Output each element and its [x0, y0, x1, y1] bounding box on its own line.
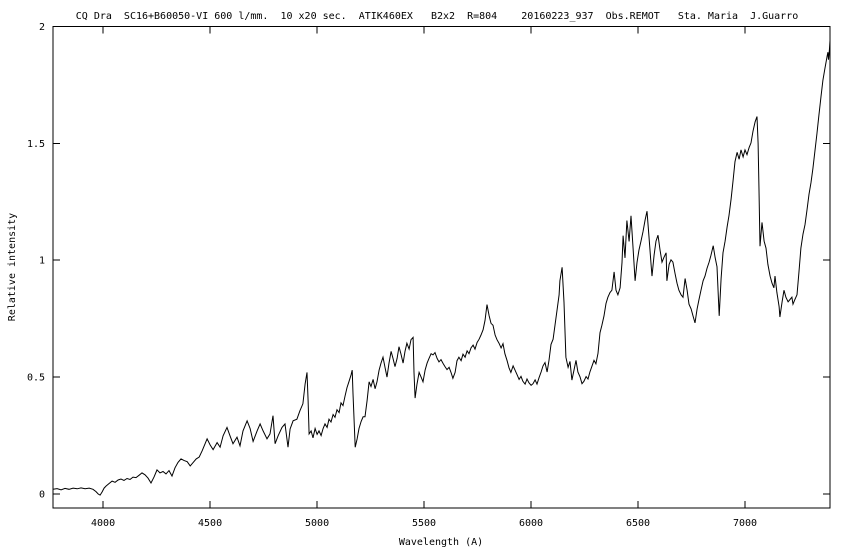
tick-group: 4000 4500 5000 5500 6000 6500 7000 0 0.5 1 1.5 2	[27, 22, 830, 529]
x-tick-label: 5500	[412, 518, 436, 529]
x-axis-label: Wavelength (A)	[399, 537, 483, 548]
x-tick-label: 7000	[733, 518, 757, 529]
x-tick-label: 4500	[198, 518, 222, 529]
chart-title: CQ Dra SC16+B60050-VI 600 l/mm. 10 x20 s…	[76, 11, 798, 22]
spectrum-curve-group	[52, 40, 831, 496]
y-tick-label: 1	[39, 256, 45, 267]
y-axis-label: Relative intensity	[7, 213, 18, 321]
plot-frame-group	[52, 26, 831, 509]
y-tick-label: 0.5	[27, 373, 45, 384]
spectrum-line	[52, 40, 831, 496]
x-tick-label: 5000	[305, 518, 329, 529]
y-tick-label: 0	[39, 489, 45, 500]
x-tick-label: 4000	[91, 518, 115, 529]
y-tick-label: 1.5	[27, 139, 45, 150]
x-tick-label: 6000	[519, 518, 543, 529]
y-tick-label: 2	[39, 22, 45, 33]
plot-frame	[52, 26, 831, 509]
x-tick-label: 6500	[626, 518, 650, 529]
